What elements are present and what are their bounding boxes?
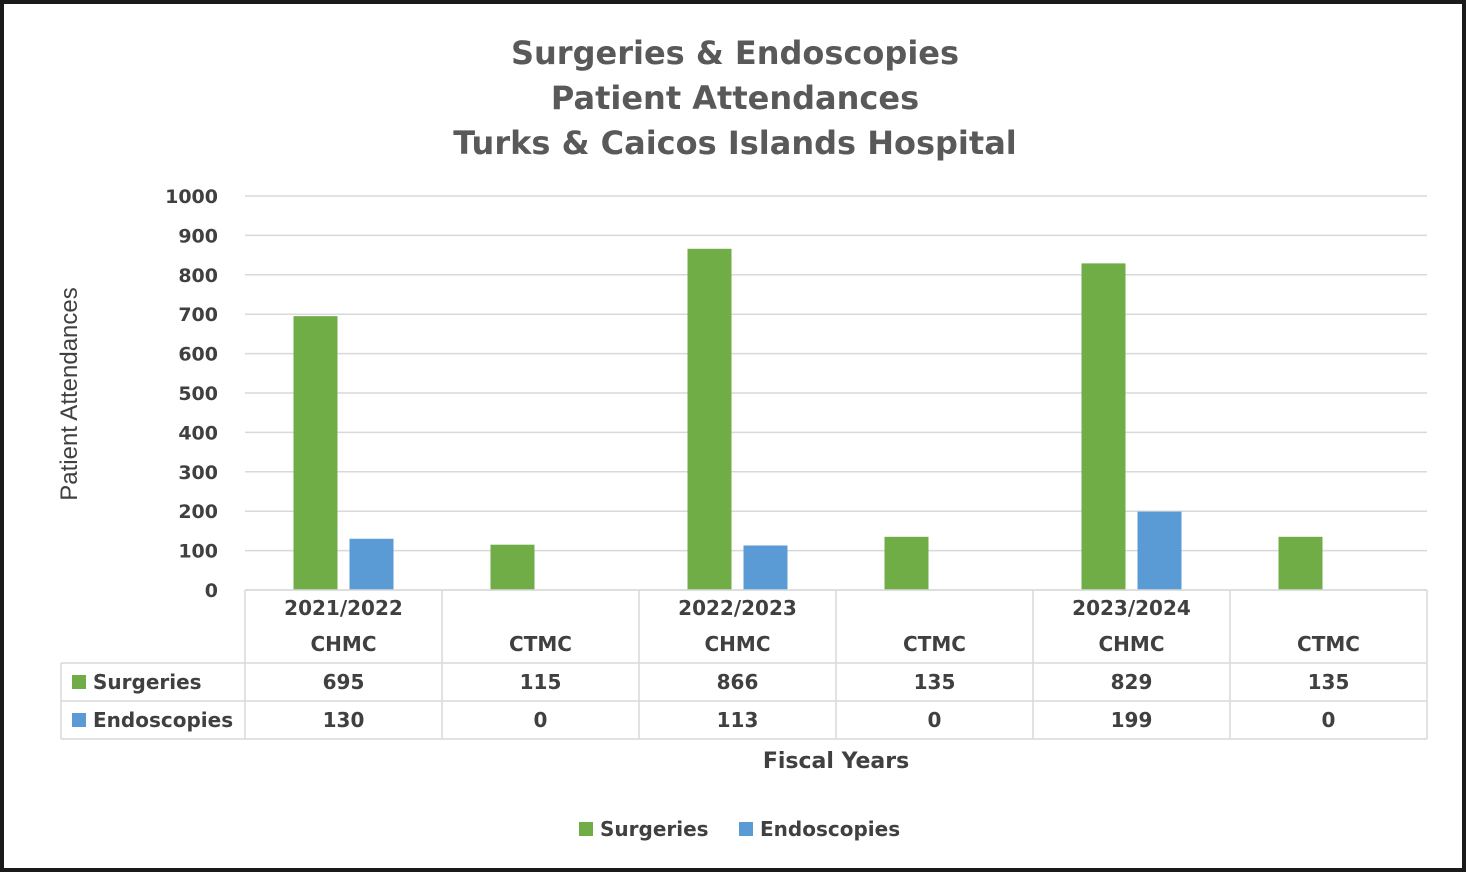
category-label: CTMC [1297,632,1360,656]
data-cell-surgeries: 135 [1308,670,1350,694]
legend-swatch-surgeries [579,822,593,836]
bar-endoscopies-2 [743,545,788,590]
data-cell-endoscopies: 0 [928,708,942,732]
chart-title-line-2: Patient Attendances [551,79,919,117]
category-label: CHMC [1099,632,1165,656]
bar-surgeries-4 [1081,263,1126,590]
data-cell-endoscopies: 113 [717,708,759,732]
y-tick-label: 700 [178,304,218,326]
group-label: 2023/2024 [1072,596,1191,620]
bar-surgeries-0 [293,316,338,590]
data-cell-surgeries: 695 [323,670,365,694]
bar-endoscopies-0 [349,538,394,590]
y-tick-label: 0 [205,580,218,602]
y-tick-label: 900 [178,225,218,247]
group-label: 2021/2022 [284,596,403,620]
bar-surgeries-5 [1278,536,1323,590]
category-label: CHMC [311,632,377,656]
data-cell-endoscopies: 130 [323,708,365,732]
y-tick-label: 500 [178,383,218,405]
chart-title-line-1: Surgeries & Endoscopies [511,34,959,72]
data-cell-surgeries: 115 [520,670,562,694]
category-label: CHMC [705,632,771,656]
legend-label-endoscopies: Endoscopies [760,817,900,841]
gridlines [245,195,1427,591]
y-tick-label: 1000 [165,186,218,208]
row-legend-key-surgeries [72,675,86,689]
data-cell-endoscopies: 0 [1322,708,1336,732]
row-header-endoscopies: Endoscopies [93,708,233,732]
bar-endoscopies-4 [1137,511,1182,590]
y-tick-label: 300 [178,462,218,484]
legend: Surgeries Endoscopies [579,817,900,841]
y-tick-label: 100 [178,541,218,563]
y-tick-label: 400 [178,422,218,444]
y-tick-label: 600 [178,344,218,366]
row-header-surgeries: Surgeries [93,670,202,694]
group-label: 2022/2023 [678,596,797,620]
bar-surgeries-3 [884,536,929,590]
data-table: 2021/2022 2022/2023 2023/2024 CHMC CTMC CHMC C… [60,589,1428,740]
data-cell-surgeries: 866 [717,670,759,694]
legend-swatch-endoscopies [739,822,753,836]
category-label: CTMC [509,632,572,656]
chart-title-line-3: Turks & Caicos Islands Hospital [453,124,1017,162]
y-tick-label: 800 [178,265,218,287]
y-axis-title: Patient Attendances [56,287,83,501]
legend-label-surgeries: Surgeries [600,817,709,841]
chart-canvas: Surgeries & Endoscopies Patient Attendan… [56,34,1428,841]
category-label: CTMC [903,632,966,656]
data-cell-endoscopies: 199 [1111,708,1153,732]
y-tick-label: 200 [178,501,218,523]
x-axis-title: Fiscal Years [763,749,909,774]
bars [293,248,1323,590]
bar-surgeries-1 [490,544,535,590]
row-legend-key-endoscopies [72,713,86,727]
data-cell-surgeries: 135 [914,670,956,694]
data-cell-surgeries: 829 [1111,670,1153,694]
data-cell-endoscopies: 0 [534,708,548,732]
bar-surgeries-2 [687,248,732,590]
y-axis-ticks: 0 100 200 300 400 500 600 700 800 900 1000 [165,186,218,602]
